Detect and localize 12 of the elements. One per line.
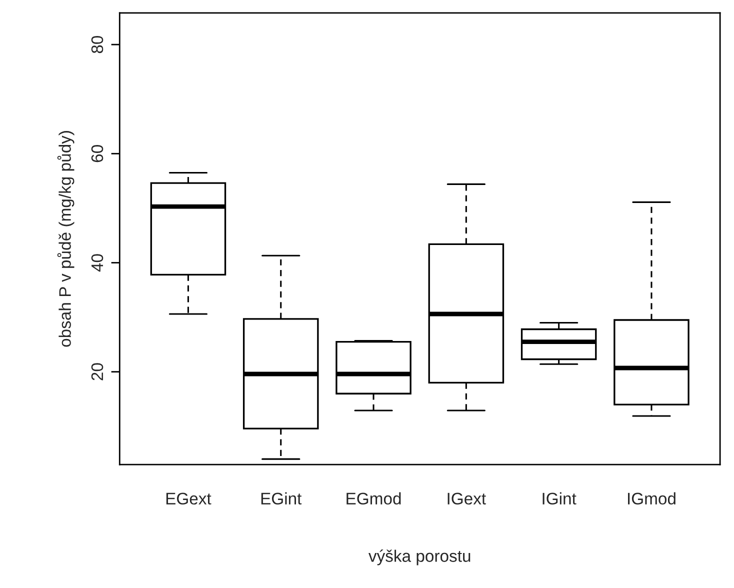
x-tick-label: EGmod xyxy=(346,492,401,505)
x-tick-label: IGint xyxy=(542,492,576,505)
x-tick-label: EGint xyxy=(261,492,302,505)
x-tick-label: IGext xyxy=(448,492,486,505)
y-tick-label: 20 xyxy=(91,363,104,380)
y-axis-title: obsah P v půdě (mg/kg půdy) xyxy=(57,131,74,347)
x-tick-label: IGmod xyxy=(628,492,676,505)
y-tick-label: 60 xyxy=(91,145,104,162)
x-tick-label: EGext xyxy=(166,492,212,505)
y-tick-label: 80 xyxy=(91,36,104,54)
x-axis-title: výška porostu xyxy=(368,550,470,566)
y-tick-label: 40 xyxy=(91,254,104,272)
